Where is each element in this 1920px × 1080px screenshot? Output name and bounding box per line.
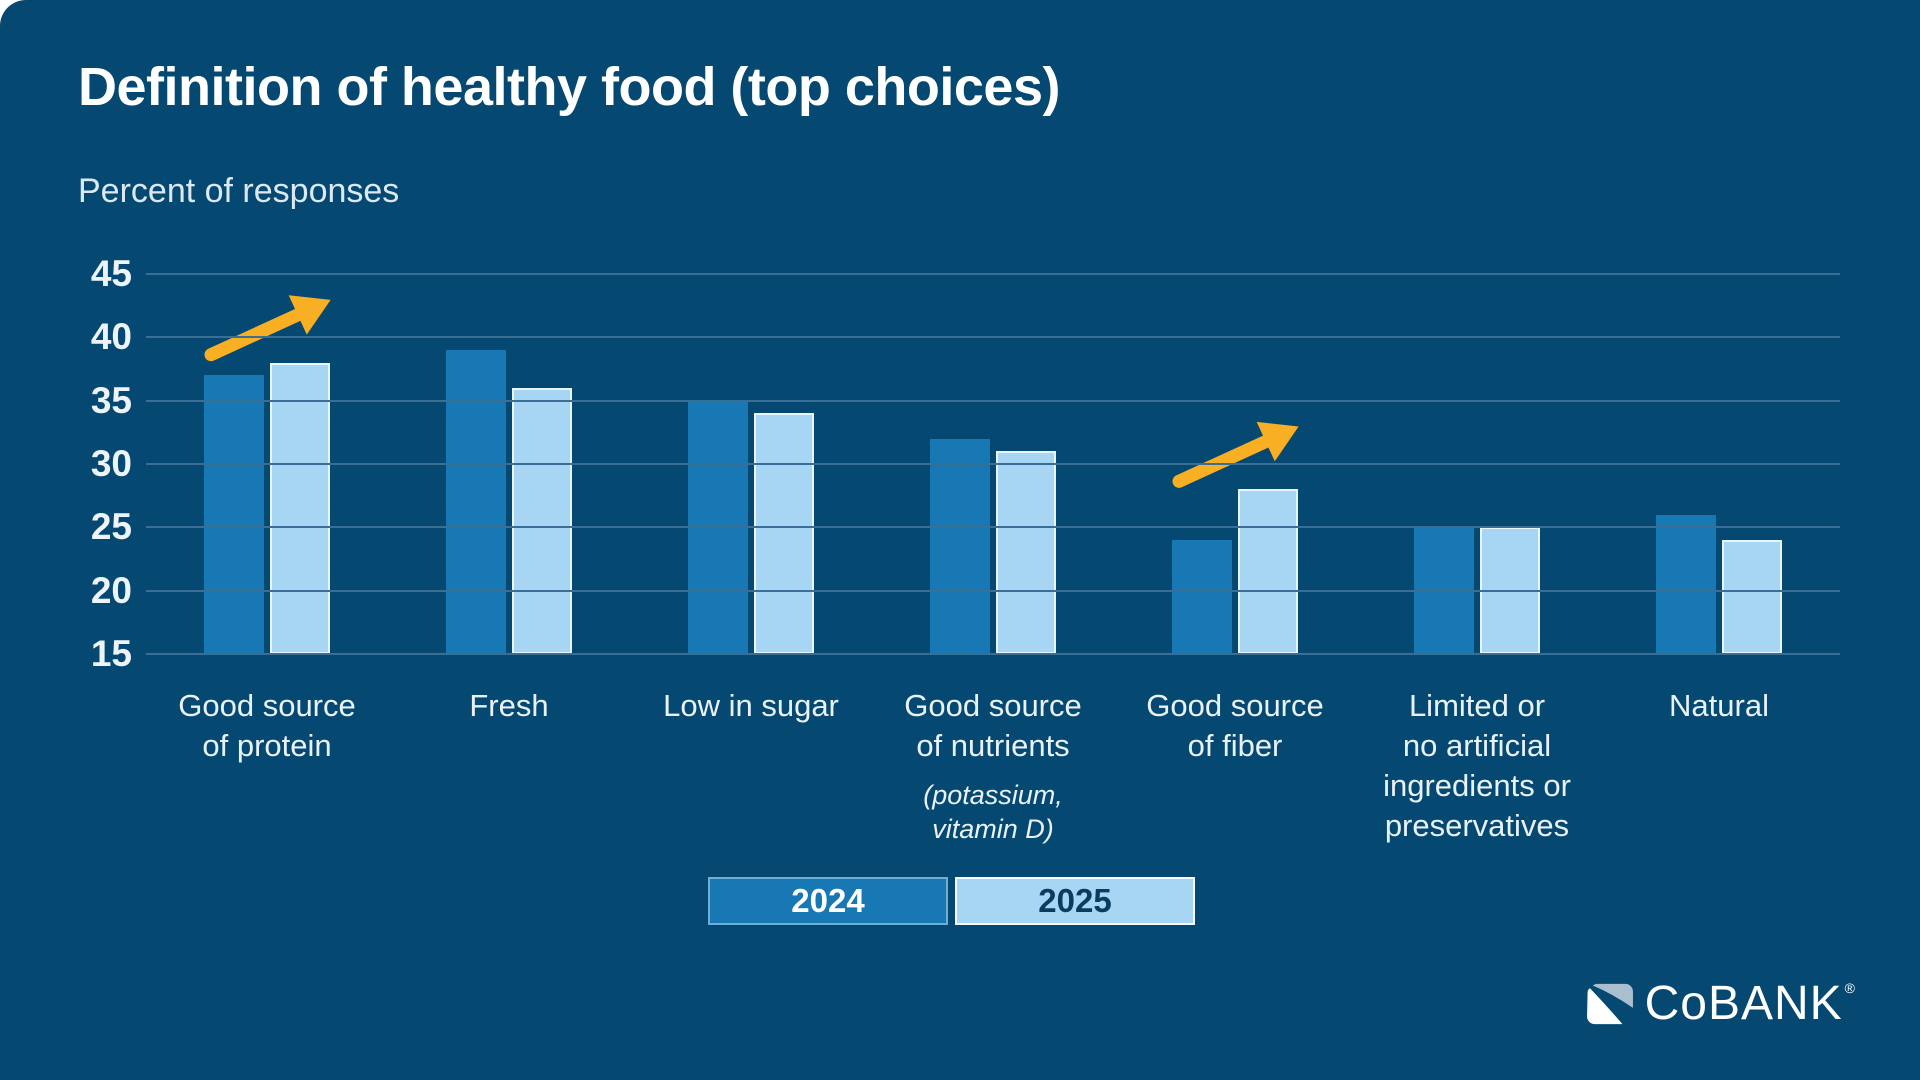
category-label-text: Good source of fiber (1146, 688, 1324, 763)
chart-title: Definition of healthy food (top choices) (78, 57, 1060, 117)
category-label: Limited or no artificial ingredients or pre… (1337, 686, 1617, 846)
legend: 2024 2025 (708, 877, 1195, 925)
bar-2025-good-source-of-nutrients (996, 451, 1056, 654)
registered-mark: ® (1844, 980, 1856, 996)
bar-2024-good-source-of-protein (204, 375, 264, 654)
legend-item-2024: 2024 (708, 877, 948, 925)
bar-2025-good-source-of-protein (270, 362, 330, 654)
gridline (146, 526, 1840, 529)
gridline (146, 336, 1840, 339)
bar-2025-low-in-sugar (754, 413, 814, 654)
category-label-text: Fresh (469, 688, 549, 723)
y-tick-label: 25 (90, 506, 132, 548)
category-label-text: Limited or no artificial ingredients or pre… (1383, 688, 1571, 843)
category-label-text: Good source of nutrients (904, 688, 1082, 763)
bar-2024-fresh (446, 350, 506, 654)
gridline (146, 399, 1840, 402)
gridline (146, 653, 1840, 655)
category-label-text: Good source of protein (178, 688, 356, 763)
y-tick-label: 30 (90, 443, 132, 484)
category-label-text: Low in sugar (663, 688, 839, 723)
category-label: Good source of nutrients (potassium, vitami… (853, 686, 1133, 846)
plot-area (146, 273, 1840, 655)
cobank-logo: CoBANK ® (1585, 977, 1856, 1030)
y-tick-label: 40 (90, 316, 132, 358)
bar-group (1172, 274, 1298, 654)
bar-group (930, 274, 1056, 654)
category-label-text: Natural (1669, 688, 1769, 723)
category-label: Fresh (369, 686, 649, 726)
y-tick-label: 20 (90, 569, 132, 611)
category-label: Natural (1579, 686, 1859, 726)
gridline (146, 463, 1840, 465)
x-axis-labels: Good source of protein Fresh Low in sugar Go… (146, 686, 1840, 856)
y-tick-label: 15 (90, 633, 132, 674)
bar-2024-good-source-of-nutrients (930, 438, 990, 654)
bar-group (204, 274, 330, 654)
y-tick-label: 45 (90, 253, 132, 294)
bar-group (1656, 274, 1782, 654)
bar-2024-good-source-of-fiber (1172, 540, 1232, 654)
category-label: Good source of fiber (1095, 686, 1375, 766)
category-label-note: (potassium, vitamin D) (923, 780, 1063, 844)
category-label: Low in sugar (611, 686, 891, 726)
bar-2024-natural (1656, 514, 1716, 654)
category-label: Good source of protein (127, 686, 407, 766)
cobank-logo-icon (1586, 983, 1633, 1025)
chart-subtitle: Percent of responses (78, 172, 400, 210)
gridline (146, 273, 1840, 275)
y-tick-label: 35 (90, 379, 132, 421)
bar-2025-fresh (512, 388, 572, 654)
gridline (146, 589, 1840, 592)
bar-2025-natural (1722, 540, 1782, 654)
y-axis: 45 40 35 30 25 20 15 (40, 253, 132, 674)
legend-item-2025: 2025 (955, 877, 1195, 925)
cobank-logo-wordmark: CoBANK ® (1644, 977, 1856, 1030)
bar-2025-good-source-of-fiber (1238, 489, 1298, 654)
